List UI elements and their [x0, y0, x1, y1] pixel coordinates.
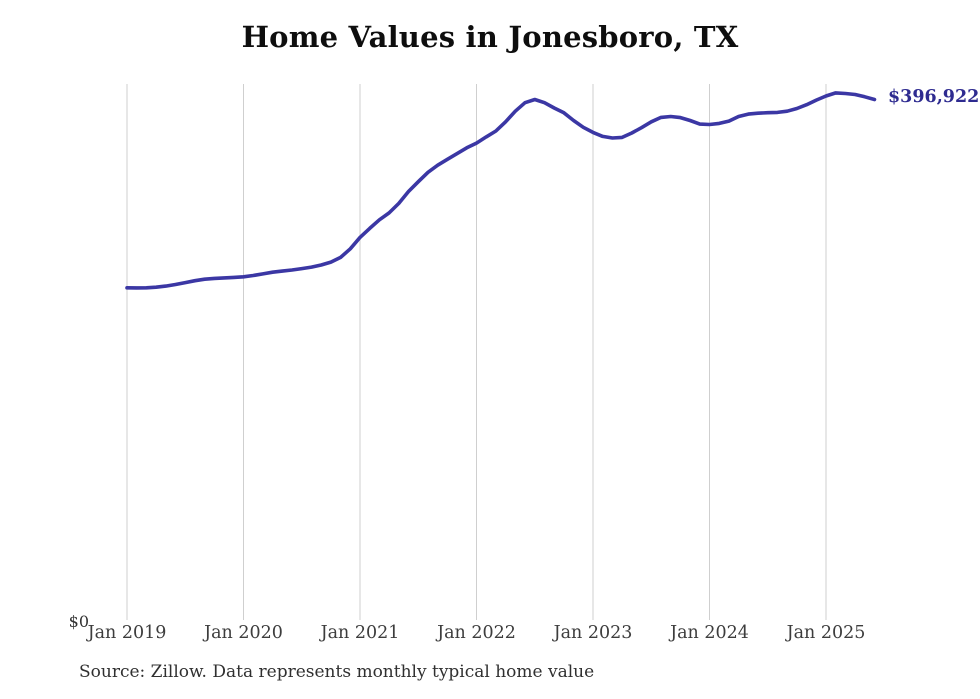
- home-value-line: [125, 91, 877, 290]
- x-tick-label: Jan 2022: [437, 623, 516, 643]
- year-gridlines: [126, 84, 827, 620]
- y-axis-zero-label: $0: [68, 612, 89, 631]
- x-tick-label: Jan 2019: [87, 623, 167, 643]
- latest-value-label: $396,922: [888, 87, 980, 107]
- x-tick-label: Jan 2025: [786, 623, 866, 643]
- x-tick-label: Jan 2023: [553, 623, 633, 643]
- x-tick-label: Jan 2020: [204, 623, 283, 643]
- chart-title: Home Values in Jonesboro, TX: [241, 20, 739, 54]
- x-tick-label: Jan 2024: [670, 623, 749, 643]
- x-tick-label: Jan 2021: [320, 623, 400, 643]
- source-note: Source: Zillow. Data represents monthly …: [79, 662, 595, 682]
